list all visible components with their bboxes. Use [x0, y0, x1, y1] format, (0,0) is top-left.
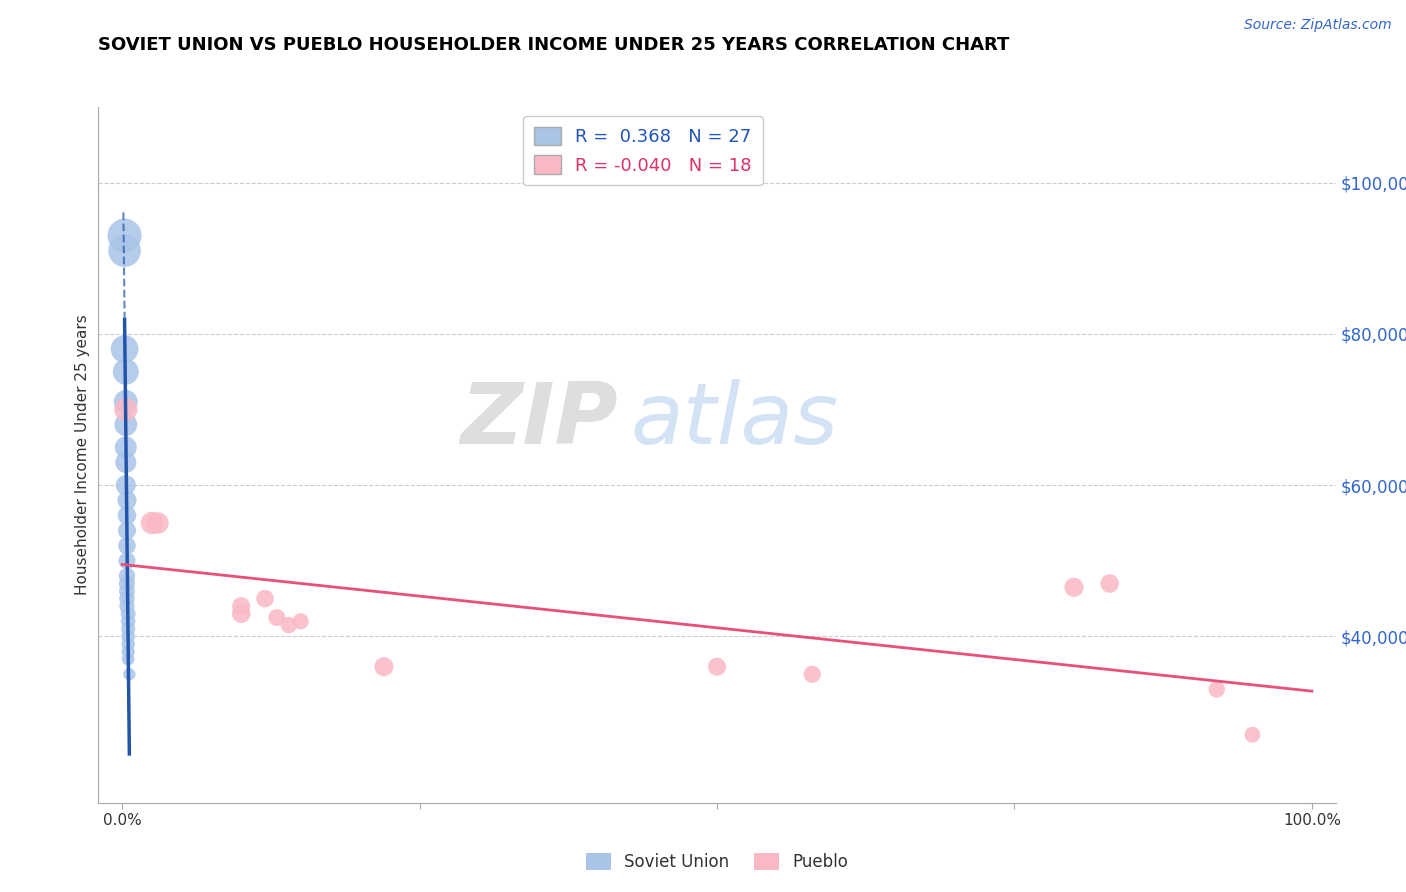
Point	[115, 591, 138, 606]
Point	[114, 228, 136, 243]
Point	[141, 516, 163, 530]
Point	[231, 607, 253, 621]
Point	[114, 478, 136, 492]
Point	[114, 402, 136, 417]
Point	[1241, 728, 1264, 742]
Point	[115, 554, 138, 568]
Point	[114, 365, 136, 379]
Point	[117, 615, 139, 629]
Point	[146, 516, 169, 530]
Text: atlas: atlas	[630, 378, 838, 462]
Point	[115, 524, 138, 538]
Text: Source: ZipAtlas.com: Source: ZipAtlas.com	[1244, 18, 1392, 32]
Point	[115, 539, 138, 553]
Point	[117, 637, 139, 651]
Point	[266, 610, 288, 624]
Point	[290, 615, 312, 629]
Point	[117, 652, 139, 666]
Point	[1098, 576, 1121, 591]
Point	[117, 622, 139, 636]
Point	[117, 629, 139, 643]
Point	[117, 644, 139, 658]
Point	[373, 659, 395, 673]
Text: SOVIET UNION VS PUEBLO HOUSEHOLDER INCOME UNDER 25 YEARS CORRELATION CHART: SOVIET UNION VS PUEBLO HOUSEHOLDER INCOM…	[98, 36, 1010, 54]
Text: ZIP: ZIP	[460, 378, 619, 462]
Point	[118, 667, 141, 681]
Point	[114, 342, 136, 356]
Point	[114, 417, 136, 432]
Point	[231, 599, 253, 614]
Point	[114, 441, 136, 455]
Point	[114, 395, 136, 409]
Point	[801, 667, 824, 681]
Point	[115, 508, 138, 523]
Point	[1063, 580, 1085, 594]
Point	[115, 599, 138, 614]
Point	[117, 607, 139, 621]
Point	[277, 618, 299, 632]
Y-axis label: Householder Income Under 25 years: Householder Income Under 25 years	[75, 315, 90, 595]
Point	[253, 591, 276, 606]
Point	[115, 569, 138, 583]
Point	[114, 244, 136, 258]
Point	[114, 455, 136, 469]
Point	[115, 493, 138, 508]
Point	[1205, 682, 1227, 697]
Point	[706, 659, 728, 673]
Legend: Soviet Union, Pueblo: Soviet Union, Pueblo	[579, 847, 855, 878]
Point	[115, 576, 138, 591]
Point	[115, 584, 138, 599]
